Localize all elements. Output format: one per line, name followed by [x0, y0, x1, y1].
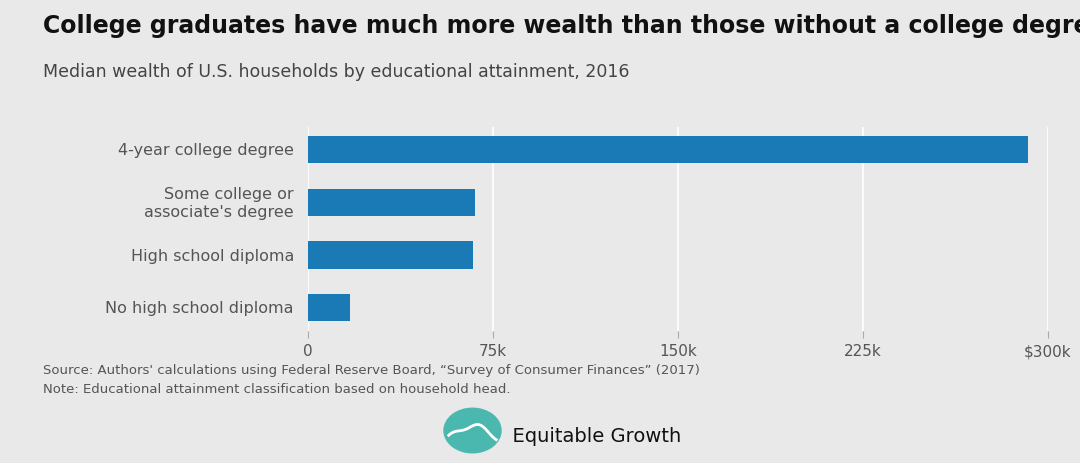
Circle shape [444, 408, 501, 453]
Text: Source: Authors' calculations using Federal Reserve Board, “Survey of Consumer F: Source: Authors' calculations using Fede… [43, 363, 700, 395]
Text: Equitable Growth: Equitable Growth [500, 426, 681, 444]
Bar [308, 137, 1028, 164]
Text: Median wealth of U.S. households by educational attainment, 2016: Median wealth of U.S. households by educ… [43, 63, 630, 81]
Text: College graduates have much more wealth than those without a college degree: College graduates have much more wealth … [43, 14, 1080, 38]
Bar [308, 294, 350, 322]
Bar [308, 242, 473, 269]
Bar [308, 189, 475, 217]
